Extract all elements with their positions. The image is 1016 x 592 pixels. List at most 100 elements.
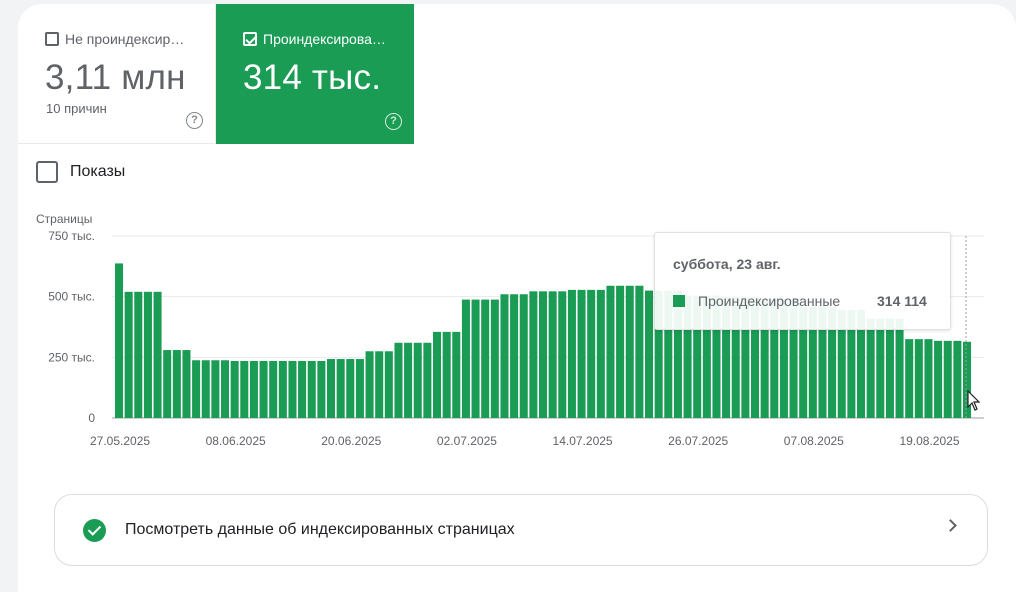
chart-bar[interactable] [163,350,172,418]
not-indexed-checkbox[interactable] [45,32,59,46]
chart-bar[interactable] [587,289,596,418]
chart-bar[interactable] [317,360,326,418]
chart-bar[interactable] [404,342,413,418]
chart-bar[interactable] [192,360,201,418]
chart-bar[interactable] [741,296,750,418]
chart-bar[interactable] [567,289,576,418]
chart-bar[interactable] [413,342,422,418]
chart-bar[interactable] [683,295,692,418]
chart-bar[interactable] [115,263,124,418]
chart-bar[interactable] [510,294,519,418]
chart-bar[interactable] [539,291,548,418]
chart-bar[interactable] [789,299,798,418]
chart-bar[interactable] [423,342,432,418]
chart-bar[interactable] [288,360,297,418]
chart-bar[interactable] [269,360,278,418]
chart-bar[interactable] [693,295,702,418]
chart-bar[interactable] [384,351,393,418]
chart-bar[interactable] [876,318,885,418]
chart-bar[interactable] [490,299,499,418]
chart-bar[interactable] [914,339,923,418]
indexed-tile[interactable]: Проиндексирова… 314 тыс. ? [216,4,414,144]
chart-bar[interactable] [182,350,191,418]
chart-bar[interactable] [471,299,480,418]
not-indexed-header[interactable]: Не проиндексир… [45,31,184,47]
chart-bar[interactable] [519,294,528,418]
chart-bar[interactable] [606,285,615,418]
chart-bar[interactable] [808,306,817,418]
chart-bar[interactable] [298,360,307,418]
chart-bar[interactable] [770,299,779,418]
chart-bar[interactable] [953,340,962,418]
chart-bar[interactable] [201,360,210,418]
chart-bar[interactable] [866,318,875,418]
impressions-toggle[interactable]: Показы [36,161,125,183]
indexed-header[interactable]: Проиндексирова… [243,31,386,47]
chart-bar[interactable] [654,290,663,418]
chart-bar[interactable] [664,290,673,418]
chart-bar[interactable] [760,299,769,418]
chart-bar[interactable] [847,310,856,418]
chart-bar[interactable] [905,339,914,418]
chart-bar[interactable] [529,291,538,418]
chart-bar[interactable] [394,342,403,418]
chart-bar[interactable] [857,310,866,418]
chart-bar[interactable] [645,290,654,418]
chart-bar[interactable] [702,295,711,418]
chart-bar[interactable] [336,359,345,418]
indexed-pages-chart[interactable]: Страницы 0 250 тыс. 500 тыс. 750 тыс. 27.05… [18,204,1016,464]
chart-bar[interactable] [779,299,788,418]
help-circle-icon[interactable]: ? [186,112,203,129]
chart-bar[interactable] [818,306,827,418]
help-circle-icon[interactable]: ? [385,113,402,130]
chart-bar[interactable] [963,341,972,418]
chart-bar[interactable] [327,359,336,418]
not-indexed-tile[interactable]: Не проиндексир… 3,11 млн 10 причин ? [18,4,216,144]
chart-bar[interactable] [461,299,470,418]
chart-bar[interactable] [355,359,364,418]
chart-bar[interactable] [307,360,316,418]
chart-bar[interactable] [577,289,586,418]
chart-bar[interactable] [934,340,943,418]
impressions-checkbox[interactable] [36,161,58,183]
chart-bar[interactable] [452,331,461,418]
chart-bar[interactable] [731,296,740,418]
chart-bar[interactable] [673,290,682,418]
chart-bar[interactable] [143,291,152,418]
chart-bar[interactable] [134,291,143,418]
chart-bar[interactable] [722,296,731,418]
chart-bar[interactable] [616,285,625,418]
chart-bar[interactable] [259,360,268,418]
chart-bar[interactable] [375,351,384,418]
chart-bar[interactable] [885,318,894,418]
chart-bar[interactable] [249,360,258,418]
chart-bar[interactable] [943,340,952,418]
chart-bar[interactable] [500,294,509,418]
chart-bar[interactable] [240,360,249,418]
chart-bar[interactable] [558,291,567,418]
chart-bar[interactable] [211,360,220,418]
chart-bar[interactable] [433,331,442,418]
chart-bar[interactable] [751,296,760,418]
chart-bar[interactable] [625,285,634,418]
chart-bar[interactable] [837,310,846,418]
chart-bar[interactable] [365,351,374,418]
chart-bar[interactable] [172,350,181,418]
chart-bar[interactable] [635,285,644,418]
chart-bar[interactable] [346,359,355,418]
chart-bar[interactable] [153,291,162,418]
chart-bar[interactable] [828,306,837,418]
chart-bar[interactable] [481,299,490,418]
chart-bar[interactable] [221,360,230,418]
chart-bar[interactable] [124,291,133,418]
indexed-checkbox[interactable] [243,32,257,46]
view-indexed-pages-link[interactable]: Посмотреть данные об индексированных стр… [54,494,988,566]
chart-bar[interactable] [924,339,933,418]
chart-bar[interactable] [548,291,557,418]
chart-bar[interactable] [895,318,904,418]
chart-bar[interactable] [230,360,239,418]
chart-bar[interactable] [278,360,287,418]
chart-bar[interactable] [712,295,721,418]
chart-bar[interactable] [799,306,808,418]
chart-bar[interactable] [596,289,605,418]
